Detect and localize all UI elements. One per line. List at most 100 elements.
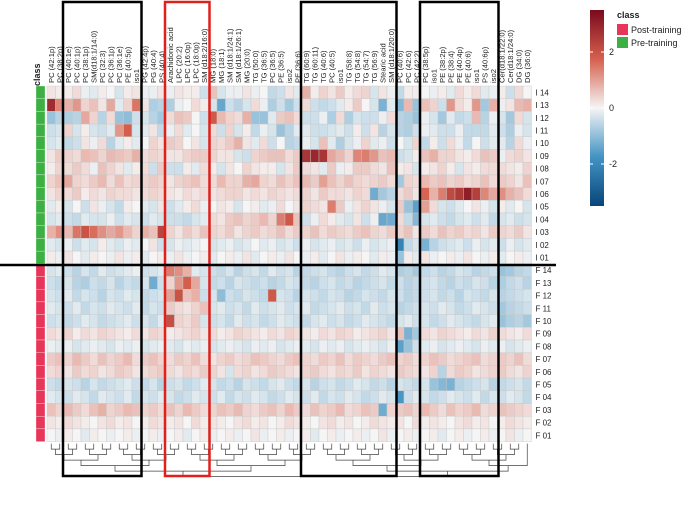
heatmap-cell (352, 111, 362, 125)
heatmap-cell (182, 238, 192, 252)
heatmap-cell (114, 136, 124, 150)
heatmap-cell (352, 289, 362, 303)
heatmap-cell (233, 276, 243, 290)
class-annotation-cell (35, 225, 46, 239)
class-annotation-cell (35, 111, 46, 125)
heatmap-cell (335, 289, 345, 303)
heatmap-cell (344, 161, 354, 176)
heatmap-cell (310, 187, 320, 201)
heatmap-cell (174, 276, 184, 290)
heatmap-cell (437, 123, 447, 137)
heatmap-cell (437, 428, 447, 442)
heatmap-cell (403, 123, 413, 137)
legend: class Post-training Pre-training (617, 10, 682, 48)
heatmap-cell (199, 123, 209, 137)
heatmap-cell (344, 301, 354, 315)
heatmap-cell (437, 390, 447, 404)
heatmap-cell (429, 250, 439, 265)
heatmap-cell (259, 98, 269, 112)
heatmap-cell (301, 276, 311, 290)
heatmap-cell (344, 98, 354, 112)
heatmap-cell (514, 85, 524, 99)
heatmap-cell (259, 327, 269, 341)
heatmap-cell (114, 85, 124, 99)
heatmap-cell (378, 85, 388, 99)
heatmap-cell (123, 403, 133, 417)
heatmap-cell (369, 301, 379, 315)
heatmap-cell (182, 390, 192, 404)
heatmap-cell (89, 111, 99, 125)
heatmap-cell (505, 161, 515, 176)
heatmap-cell (250, 212, 260, 226)
column-label: PC (38:5p) (421, 46, 430, 83)
heatmap-cell (344, 250, 354, 265)
heatmap-cell (259, 136, 269, 150)
heatmap-cell (131, 161, 141, 176)
heatmap-cell (480, 301, 490, 315)
heatmap-cell (344, 212, 354, 226)
dendrogram-branch (225, 449, 243, 455)
heatmap-cell (131, 136, 141, 150)
heatmap-cell (182, 212, 192, 226)
heatmap-cell (284, 123, 294, 137)
heatmap-cell (267, 238, 277, 252)
heatmap-cell (480, 327, 490, 341)
highlight-box (299, 0, 398, 478)
heatmap-cell (250, 200, 260, 214)
heatmap-cell (446, 161, 456, 176)
heatmap-cell (97, 111, 107, 125)
dendrogram-branch (199, 454, 235, 461)
heatmap-cell (386, 352, 396, 366)
class-annotation-cell (35, 327, 46, 341)
heatmap-cell (284, 174, 294, 188)
heatmap-cell (131, 212, 141, 226)
heatmap-cell (233, 301, 243, 315)
heatmap-cell (454, 123, 464, 137)
heatmap-cell (242, 250, 252, 265)
heatmap-cell (352, 212, 362, 226)
heatmap-cell (318, 428, 328, 442)
heatmap-cell (233, 390, 243, 404)
column-labels: PC (42:1p) PC (38:2p) PC (40:1e) PC (40:1p)… (47, 27, 532, 83)
heatmap-cell (335, 390, 345, 404)
heatmap-cell (361, 174, 371, 188)
heatmap-cell (216, 85, 226, 99)
column-label: TG (36:5) (259, 50, 268, 83)
heatmap-cell (361, 225, 371, 239)
class-annotation-cell (35, 162, 46, 176)
heatmap-cell (191, 250, 201, 265)
heatmap-cell (522, 403, 532, 417)
heatmap-cell (72, 161, 82, 176)
column-label: SM (d18:1/20:0) (387, 28, 396, 83)
heatmap-cell (174, 416, 184, 430)
heatmap-cell (106, 187, 116, 201)
heatmap-cell (72, 339, 82, 353)
heatmap-cell (250, 174, 260, 188)
heatmap-cell (114, 352, 124, 366)
heatmap-cell (97, 339, 107, 353)
heatmap-cell (403, 250, 413, 265)
heatmap-cell (463, 136, 473, 150)
dendrogram-branch (339, 443, 350, 450)
heatmap-cell (488, 212, 498, 226)
heatmap-cell (250, 225, 260, 239)
heatmap-cell (259, 314, 269, 328)
heatmap-cell (242, 187, 252, 201)
heatmap-cell (335, 314, 345, 328)
heatmap-cell (123, 377, 133, 392)
heatmap-cell (522, 327, 532, 341)
heatmap-cell (276, 225, 286, 239)
heatmap-cell (72, 352, 82, 366)
class-annotation-cell (35, 365, 46, 379)
heatmap-cell (446, 390, 456, 404)
dendrogram-branch (254, 443, 265, 450)
heatmap-cell (97, 314, 107, 328)
heatmap-cell (80, 352, 90, 366)
heatmap-cell (148, 352, 158, 366)
heatmap-cell (429, 225, 439, 239)
heatmap-cell (369, 377, 379, 392)
heatmap-cell (46, 238, 56, 252)
heatmap-cell (454, 289, 464, 303)
dendrogram-branch (471, 454, 507, 461)
heatmap-cell (174, 200, 184, 214)
